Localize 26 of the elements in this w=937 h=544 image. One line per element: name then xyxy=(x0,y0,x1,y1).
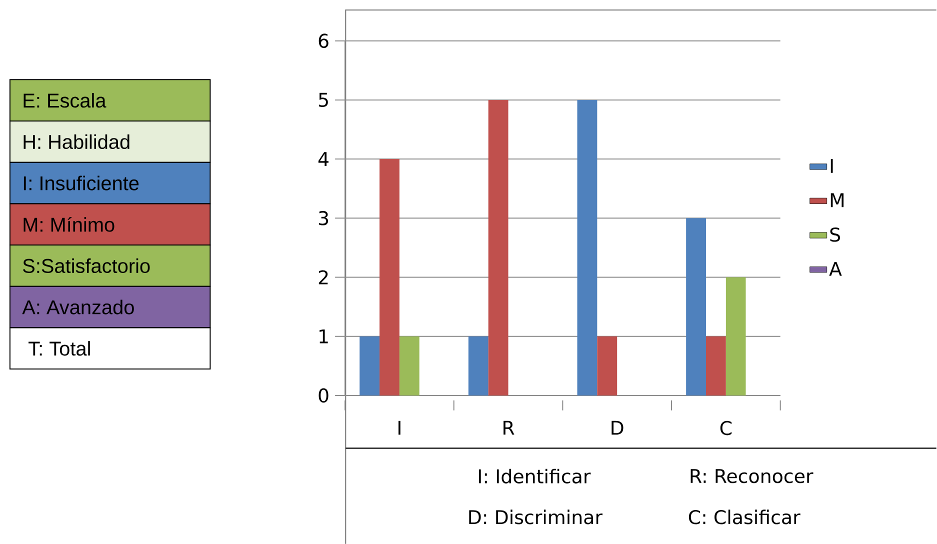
text: T: Total xyxy=(28,340,90,356)
y-tick-label: 0 xyxy=(318,388,328,402)
text: M: Mínimo xyxy=(24,216,114,232)
legend-label: S xyxy=(830,227,840,242)
y-tick-label: 3 xyxy=(318,210,328,226)
x-tick-label: I xyxy=(398,420,400,434)
x-tick-label: R xyxy=(504,420,514,434)
legend-label: M xyxy=(830,193,844,207)
y-tick-label: 1 xyxy=(320,329,328,344)
text: I: Identificar xyxy=(478,468,591,484)
text: C: Clasificar xyxy=(688,509,800,524)
y-tick-label: 6 xyxy=(318,34,328,48)
text: D: Discriminar xyxy=(469,509,603,524)
legend-label: I xyxy=(830,158,833,173)
legend-label: A xyxy=(829,262,842,276)
text: R: Reconocer xyxy=(690,468,814,483)
text: S:Satisfactorio xyxy=(23,258,150,273)
text: I: Insuficiente xyxy=(24,176,139,190)
y-tick-label: 5 xyxy=(318,92,328,107)
y-tick-label: 2 xyxy=(318,270,328,284)
y-tick-label: 4 xyxy=(318,152,328,166)
text: A: Avanzado xyxy=(22,300,134,314)
x-tick-label: C xyxy=(720,420,732,436)
x-tick-label: D xyxy=(612,420,624,434)
text: H: Habilidad xyxy=(24,134,130,149)
text: E: Escala xyxy=(24,92,106,108)
